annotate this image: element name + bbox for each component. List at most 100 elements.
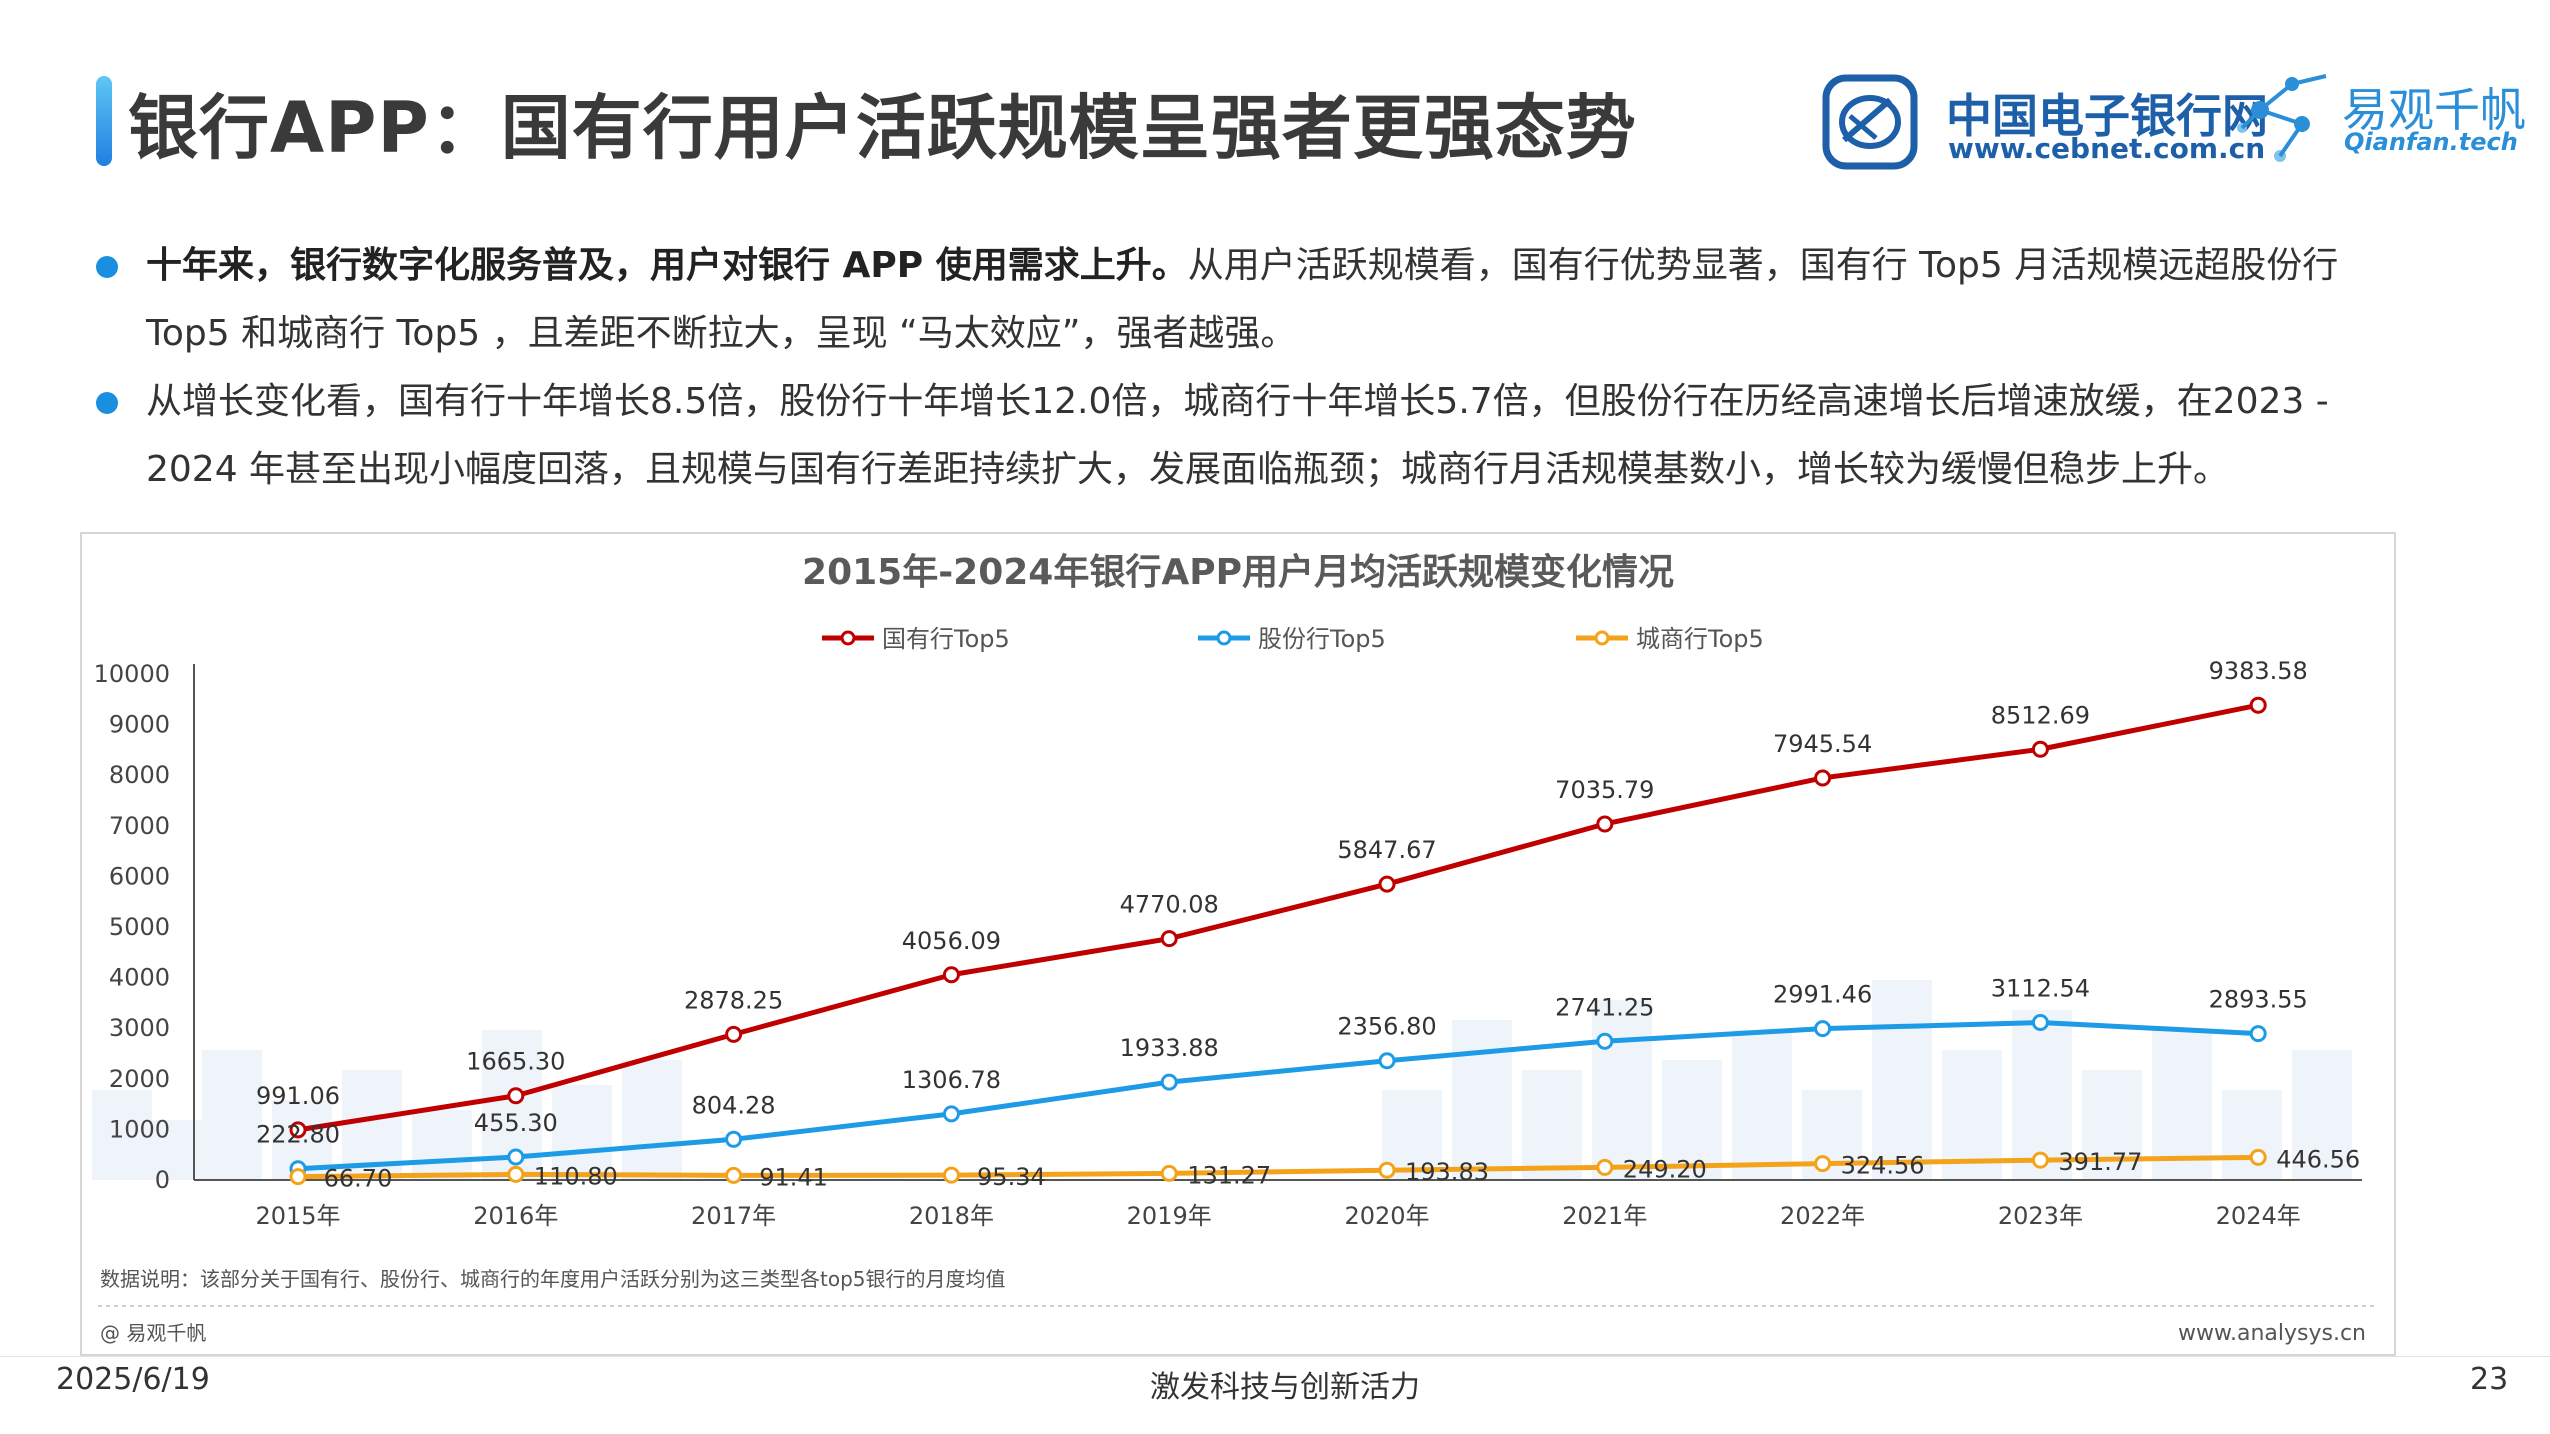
data-point xyxy=(507,1087,525,1105)
data-label: 193.83 xyxy=(1405,1158,1489,1186)
data-point xyxy=(1596,1032,1614,1050)
data-point xyxy=(1378,875,1396,893)
series-line xyxy=(297,702,2259,1133)
bullet-dot-icon xyxy=(96,256,118,278)
data-point xyxy=(1160,930,1178,948)
chart-panel: 2015年-2024年银行APP用户月均活跃规模变化情况 国有行Top5 股份行T… xyxy=(80,532,2396,1356)
y-tick-label: 2000 xyxy=(109,1065,170,1093)
bullet-dot-icon xyxy=(96,392,118,414)
x-tick-label: 2019年 xyxy=(1127,1202,1212,1230)
page-title: 银行APP：国有行用户活跃规模呈强者更强态势 xyxy=(128,87,1637,169)
data-point xyxy=(2031,1151,2049,1169)
legend-swatch-marker xyxy=(1216,630,1232,646)
data-label: 91.41 xyxy=(759,1163,828,1191)
skyline-building xyxy=(2222,1090,2282,1180)
line-chart: 2015年-2024年银行APP用户月均活跃规模变化情况 国有行Top5 股份行T… xyxy=(92,551,2378,1346)
chart-data-labels: 991.06 1665.30 2878.25 4056.09 4770.08 5847.6… xyxy=(256,657,2360,1192)
qianfan-logo: 易观千帆 Qianfan.tech xyxy=(2230,66,2530,176)
skyline-building xyxy=(1942,1050,2002,1180)
data-point xyxy=(942,1166,960,1184)
data-point xyxy=(2249,696,2267,714)
skyline-building xyxy=(2152,1030,2212,1180)
data-point xyxy=(942,1105,960,1123)
data-label: 446.56 xyxy=(2276,1145,2360,1173)
legend-label: 国有行Top5 xyxy=(882,625,1010,653)
skyline-building xyxy=(622,1060,682,1180)
legend-swatch-marker xyxy=(840,630,856,646)
x-tick-label: 2021年 xyxy=(1562,1202,1647,1230)
x-tick-label: 2020年 xyxy=(1344,1202,1429,1230)
bullet-bold-text: 十年来，银行数字化服务普及，用户对银行 APP 使用需求上升。 xyxy=(146,245,1188,286)
page-number: 23 xyxy=(2470,1362,2509,1397)
data-label: 2878.25 xyxy=(684,986,783,1014)
data-label: 110.80 xyxy=(534,1162,618,1190)
chart-background-skyline xyxy=(92,980,2352,1180)
data-label: 66.70 xyxy=(324,1165,393,1193)
cebnet-logo-icon xyxy=(1822,74,1918,170)
y-tick-label: 5000 xyxy=(109,913,170,941)
chart-axes: 0 1000 2000 3000 4000 5000 6000 7000 8000 9000 100… xyxy=(94,660,2362,1230)
data-point xyxy=(2249,1148,2267,1166)
x-tick-label: 2016年 xyxy=(473,1202,558,1230)
bullet-text: 从增长变化看，国有行十年增长8.5倍，股份行十年增长12.0倍，城商行十年增长5… xyxy=(146,381,2329,490)
data-label: 8512.69 xyxy=(1991,701,2090,729)
skyline-building xyxy=(1872,980,1932,1180)
skyline-building xyxy=(1452,1020,1512,1180)
data-point xyxy=(1814,1155,1832,1173)
data-label: 455.30 xyxy=(474,1109,558,1137)
data-label: 1306.78 xyxy=(902,1066,1001,1094)
data-point xyxy=(725,1025,743,1043)
y-tick-label: 3000 xyxy=(109,1014,170,1042)
bullet-item: 从增长变化看，国有行十年增长8.5倍，股份行十年增长12.0倍，城商行十年增长5… xyxy=(96,368,2416,504)
legend-label: 股份行Top5 xyxy=(1258,625,1386,653)
x-tick-label: 2022年 xyxy=(1780,1202,1865,1230)
data-label: 4770.08 xyxy=(1120,891,1219,919)
y-tick-label: 9000 xyxy=(109,711,170,739)
y-tick-label: 8000 xyxy=(109,761,170,789)
skyline-building xyxy=(1732,1030,1792,1180)
footer-slogan: 激发科技与创新活力 xyxy=(1150,1370,1420,1405)
data-label: 324.56 xyxy=(1841,1152,1925,1180)
data-point xyxy=(1378,1161,1396,1179)
cebnet-logo: 中国电子银行网 www.cebnet.com.cn xyxy=(1820,72,2350,172)
legend-label: 城商行Top5 xyxy=(1636,625,1764,653)
x-tick-label: 2018年 xyxy=(909,1202,994,1230)
chart-website: www.analysys.cn xyxy=(2178,1321,2366,1346)
data-point xyxy=(725,1130,743,1148)
cebnet-logo-name: 中国电子银行网 xyxy=(1946,89,2268,143)
data-label: 2741.25 xyxy=(1555,993,1654,1021)
x-tick-label: 2015年 xyxy=(255,1202,340,1230)
skyline-building xyxy=(2012,1010,2072,1180)
data-point xyxy=(1814,1020,1832,1038)
legend-swatch-marker xyxy=(1594,630,1610,646)
data-point xyxy=(1814,769,1832,787)
data-label: 391.77 xyxy=(2058,1148,2142,1176)
data-label: 9383.58 xyxy=(2209,657,2308,685)
data-label: 1933.88 xyxy=(1120,1034,1219,1062)
skyline-building xyxy=(1522,1070,1582,1180)
x-tick-label: 2017年 xyxy=(691,1202,776,1230)
bullet-text: 从用户活跃规模看，国有行优势显著，国有行 Top5 月活规模远超股份行 Top5… xyxy=(146,245,2339,354)
data-point xyxy=(2249,1025,2267,1043)
series-line xyxy=(297,1020,2259,1172)
y-tick-label: 4000 xyxy=(109,964,170,992)
data-point xyxy=(1596,1158,1614,1176)
chart-note: 数据说明：该部分关于国有行、股份行、城商行的年度用户活跃分别为这三类型各top5… xyxy=(100,1267,1006,1291)
data-label: 249.20 xyxy=(1623,1155,1707,1183)
footer-divider xyxy=(0,1356,2550,1357)
y-tick-label: 7000 xyxy=(109,812,170,840)
skyline-building xyxy=(2292,1050,2352,1180)
data-label: 5847.67 xyxy=(1337,836,1436,864)
data-label: 991.06 xyxy=(256,1082,340,1110)
bullet-item: 十年来，银行数字化服务普及，用户对银行 APP 使用需求上升。从用户活跃规模看，… xyxy=(96,232,2416,368)
skyline-building xyxy=(202,1050,262,1180)
skyline-building xyxy=(92,1090,152,1180)
data-label: 3112.54 xyxy=(1991,975,2090,1003)
bullet-list: 十年来，银行数字化服务普及，用户对银行 APP 使用需求上升。从用户活跃规模看，… xyxy=(96,232,2416,504)
x-tick-label: 2023年 xyxy=(1998,1202,2083,1230)
series-line xyxy=(297,1154,2259,1180)
x-tick-label: 2024年 xyxy=(2216,1202,2301,1230)
data-label: 1665.30 xyxy=(466,1048,565,1076)
data-point xyxy=(507,1148,525,1166)
data-label: 131.27 xyxy=(1187,1161,1271,1189)
